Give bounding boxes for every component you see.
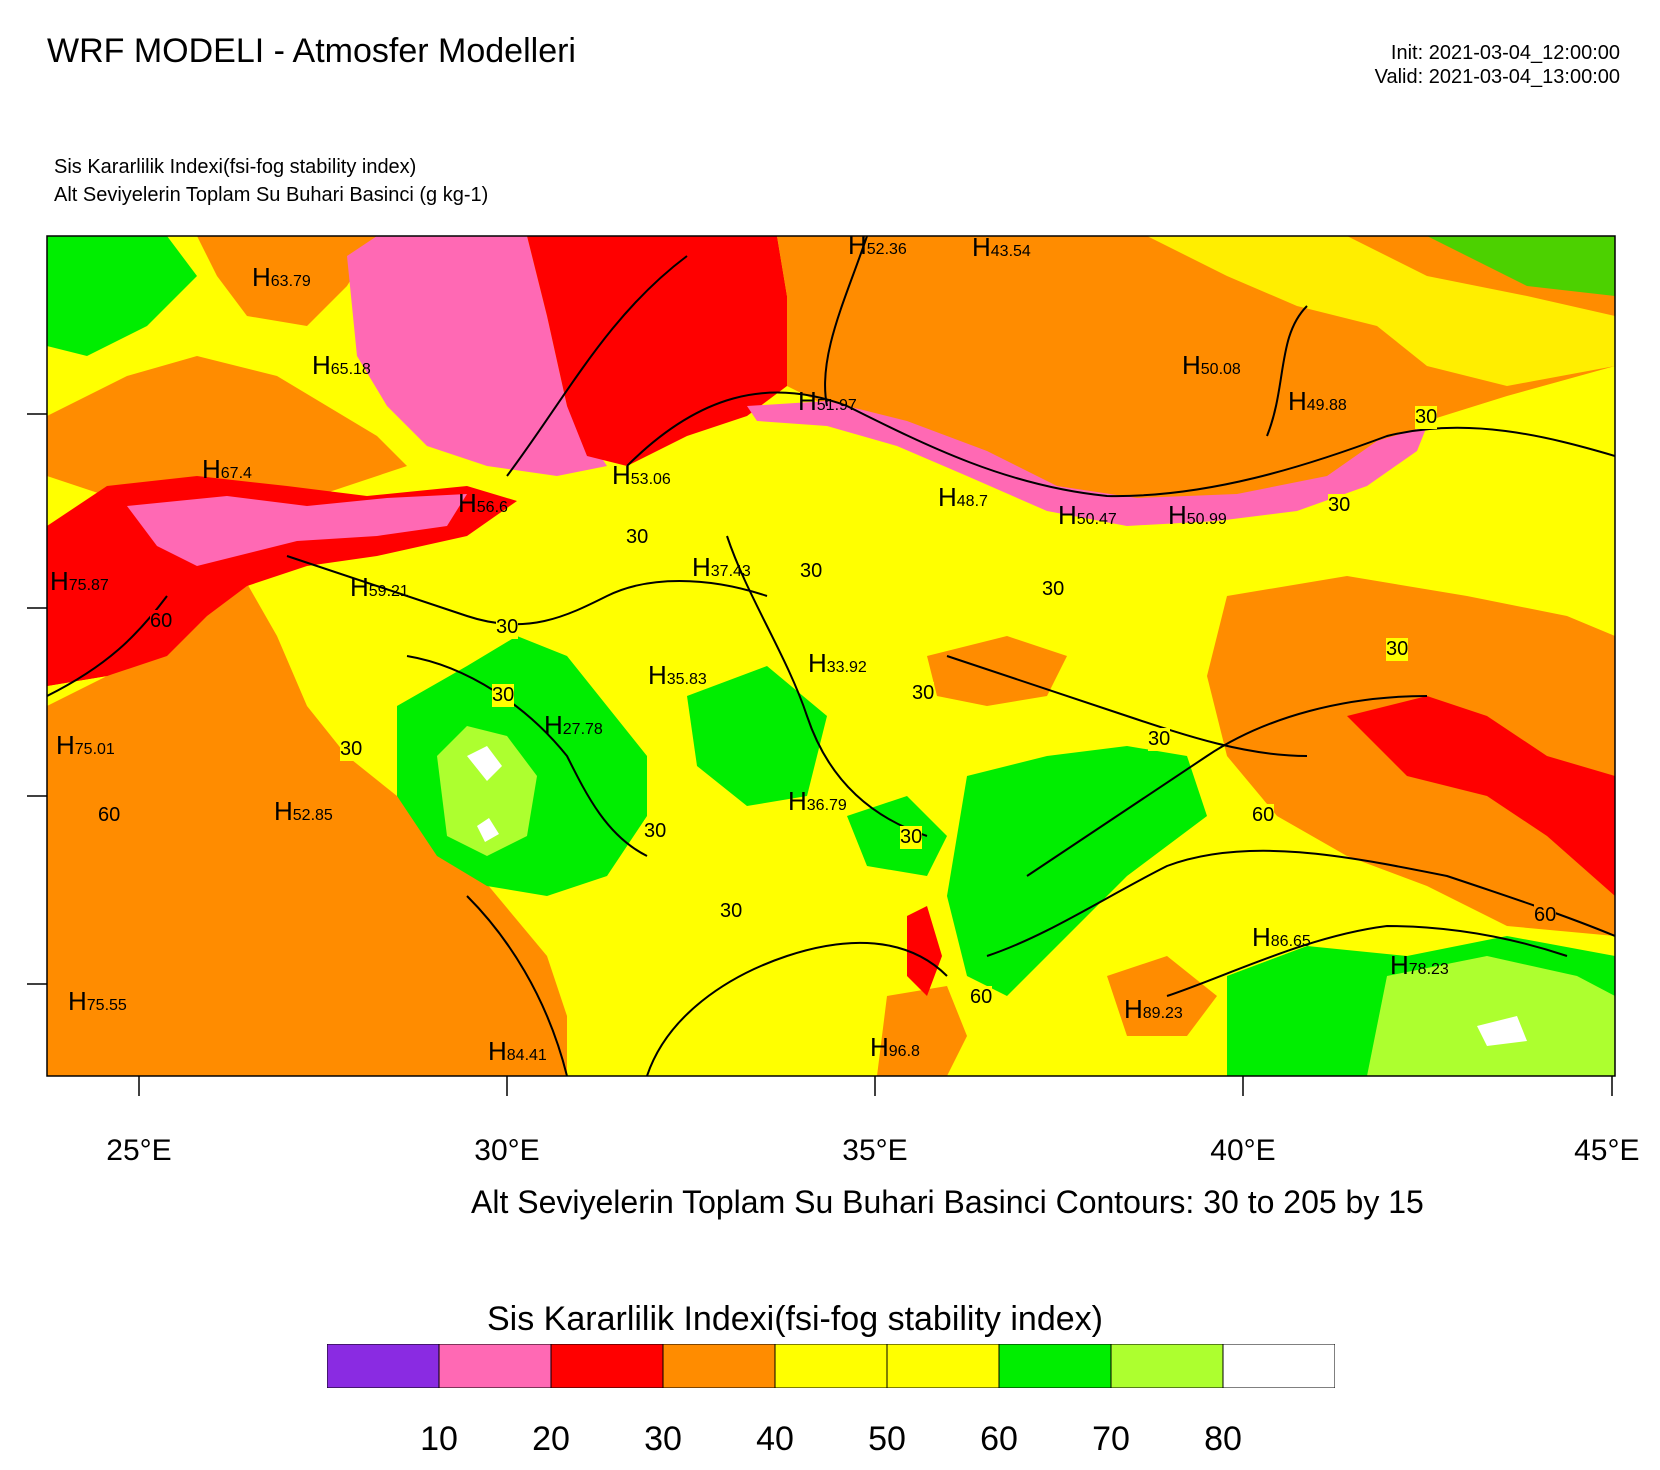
contour-label: 30 [800, 560, 823, 583]
legend-tick-label: 70 [1092, 1420, 1130, 1458]
high-marker: H86.65 [1252, 922, 1311, 952]
high-marker: H59.21 [350, 572, 409, 602]
x-tick-label: 25°E [106, 1134, 172, 1167]
contour-label: 30 [720, 900, 743, 923]
contour-label: 30 [1042, 578, 1065, 601]
colorbar-swatch [886, 1344, 1000, 1388]
contour-label: 60 [1252, 804, 1275, 827]
colorbar-swatch [1222, 1344, 1335, 1388]
map-panel: H63.79 H52.36 H43.54 H65.18 H50.08 H51.9… [47, 236, 1615, 1076]
x-tick-label: 30°E [474, 1134, 540, 1167]
high-marker: H53.06 [612, 460, 671, 490]
colorbar-swatch [550, 1344, 664, 1388]
high-marker: H37.43 [692, 552, 751, 582]
high-marker: H78.23 [1390, 950, 1449, 980]
high-marker: H56.6 [458, 488, 508, 518]
high-marker: H50.99 [1168, 500, 1227, 530]
contour-label: 30 [340, 738, 363, 761]
high-marker: H63.79 [252, 262, 311, 292]
map-title: WRF MODELI - Atmosfer Modelleri [47, 32, 576, 70]
high-marker: H67.4 [202, 454, 252, 484]
contour-label: 30 [496, 616, 519, 639]
legend-title: Sis Kararlilik Indexi(fsi-fog stability … [487, 1300, 1103, 1338]
high-marker: H65.18 [312, 350, 371, 380]
x-tick-label: 40°E [1210, 1134, 1276, 1167]
colorbar [327, 1344, 1335, 1388]
contour-label: 60 [98, 804, 121, 827]
high-marker: H49.88 [1288, 386, 1347, 416]
contour-label: 30 [1415, 406, 1438, 429]
high-marker: H51.97 [798, 386, 857, 416]
legend-tick-label: 20 [532, 1420, 570, 1458]
colorbar-swatch [774, 1344, 888, 1388]
colorbar-swatch [438, 1344, 552, 1388]
contour-label: 30 [626, 526, 649, 549]
legend-tick-label: 80 [1204, 1420, 1242, 1458]
contour-label: 60 [150, 610, 173, 633]
valid-time: Valid: 2021-03-04_13:00:00 [1374, 66, 1620, 88]
colorbar-swatch [998, 1344, 1112, 1388]
x-tick-label: 35°E [842, 1134, 908, 1167]
contour-label: 30 [492, 684, 515, 707]
contour-label: 30 [1386, 638, 1409, 661]
high-marker: H50.08 [1182, 350, 1241, 380]
high-marker: H89.23 [1124, 994, 1183, 1024]
contour-label: 30 [644, 820, 667, 843]
high-marker: H75.01 [56, 730, 115, 760]
colorbar-swatch [1110, 1344, 1224, 1388]
init-time: Init: 2021-03-04_12:00:00 [1390, 42, 1620, 64]
legend-tick-label: 50 [868, 1420, 906, 1458]
high-marker: H75.87 [50, 566, 109, 596]
high-marker: H50.47 [1058, 500, 1117, 530]
legend-tick-label: 10 [420, 1420, 458, 1458]
high-marker: H36.79 [788, 786, 847, 816]
high-marker: H96.8 [870, 1032, 920, 1062]
high-marker: H43.54 [972, 236, 1031, 262]
legend-tick-label: 60 [980, 1420, 1018, 1458]
high-marker: H52.36 [848, 236, 907, 260]
contour-label: 30 [912, 682, 935, 705]
high-marker: H27.78 [544, 710, 603, 740]
legend-tick-label: 30 [644, 1420, 682, 1458]
contour-note: Alt Seviyelerin Toplam Su Buhari Basinci… [471, 1184, 1424, 1220]
high-marker: H33.92 [808, 648, 867, 678]
contour-label: 30 [1328, 494, 1351, 517]
field-title: Sis Kararlilik Indexi(fsi-fog stability … [54, 156, 417, 178]
high-marker: H52.85 [274, 796, 333, 826]
colorbar-swatch [662, 1344, 776, 1388]
contour-label: 60 [1534, 904, 1557, 927]
high-marker: H48.7 [938, 482, 988, 512]
high-marker: H84.41 [488, 1036, 547, 1066]
contour-label: 60 [970, 986, 993, 1009]
contour-label: 30 [900, 826, 923, 849]
high-marker: H35.83 [648, 660, 707, 690]
colorbar-swatch [327, 1344, 440, 1388]
contour-label: 30 [1148, 728, 1171, 751]
x-tick-label: 45°E [1574, 1134, 1640, 1167]
high-marker: H75.55 [68, 986, 127, 1016]
field-subtitle: Alt Seviyelerin Toplam Su Buhari Basinci… [54, 184, 489, 206]
legend-tick-label: 40 [756, 1420, 794, 1458]
